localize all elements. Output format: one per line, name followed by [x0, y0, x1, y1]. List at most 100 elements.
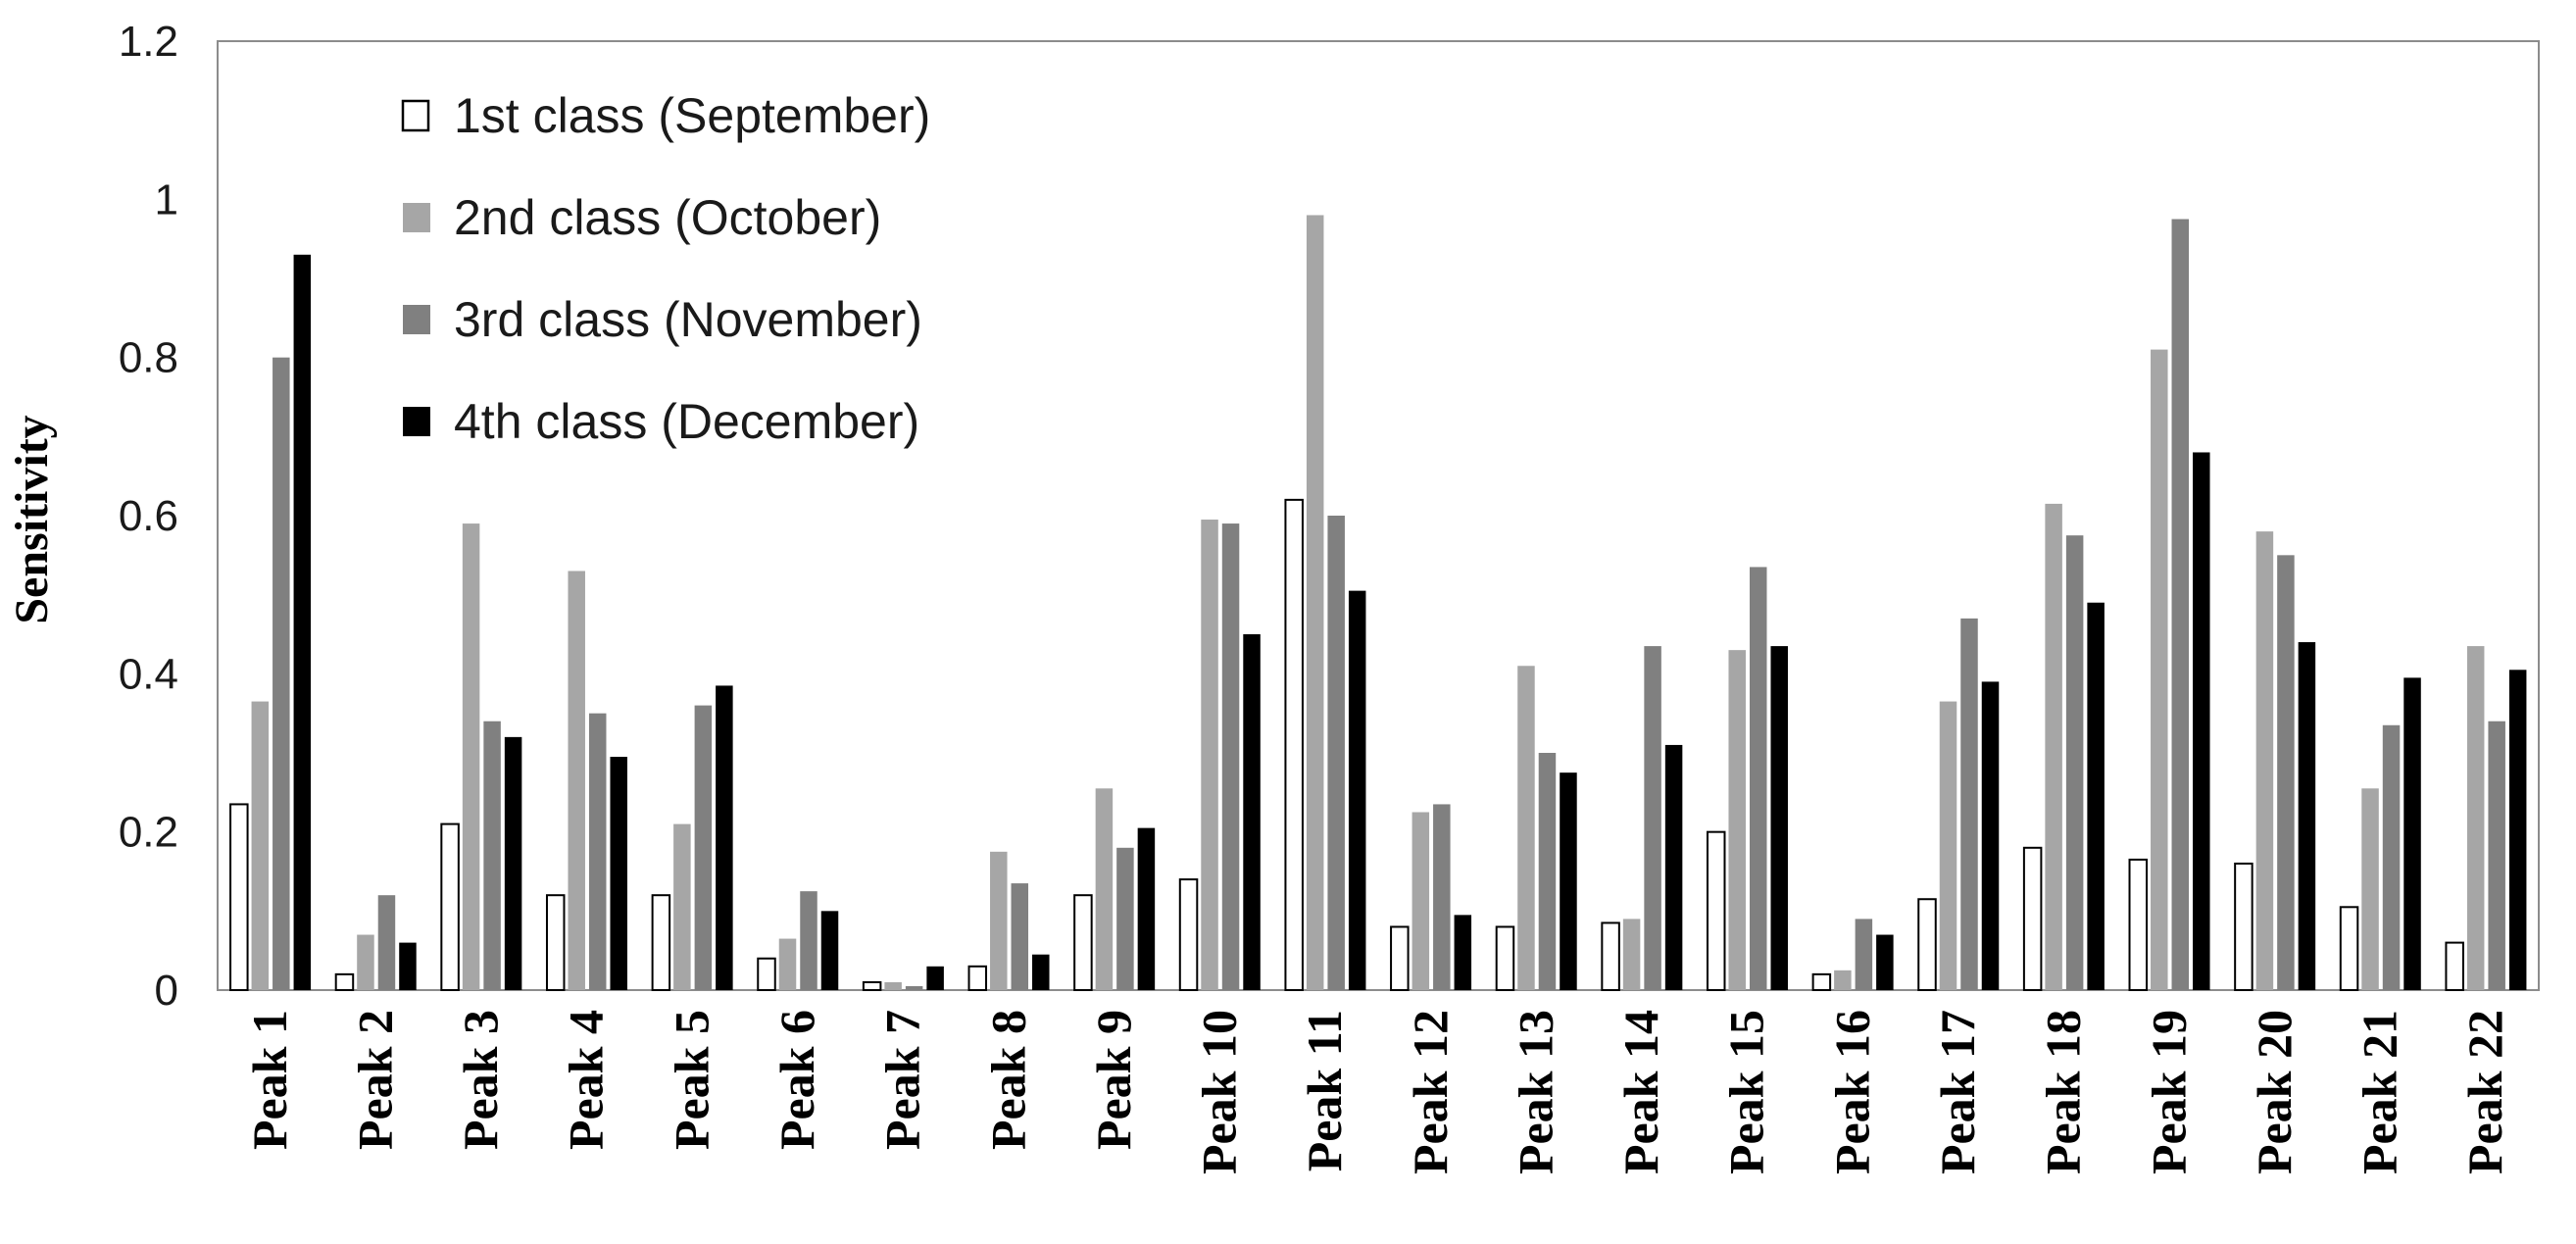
bar-series-4-peak-7 — [926, 966, 944, 990]
x-tick-label: Peak 12 — [1403, 1010, 1458, 1174]
bar-series-2-peak-22 — [2466, 646, 2485, 990]
y-tick-label: 0.6 — [119, 492, 178, 540]
plot-border — [217, 40, 2540, 991]
bar-series-4-peak-2 — [399, 942, 417, 990]
y-tick-label: 0.4 — [119, 650, 178, 698]
bar-series-3-peak-3 — [483, 721, 501, 990]
y-tick-label: 0 — [155, 967, 178, 1015]
bar-series-2-peak-1 — [251, 701, 270, 990]
bar-series-2-peak-19 — [2151, 349, 2168, 991]
x-tick-label: Peak 14 — [1613, 1010, 1668, 1174]
x-tick-label: Peak 20 — [2247, 1010, 2302, 1174]
bar-series-3-peak-11 — [1327, 516, 1345, 990]
bar-series-3-peak-10 — [1221, 523, 1240, 990]
bar-series-4-peak-6 — [820, 911, 839, 990]
bar-series-3-peak-7 — [905, 985, 923, 990]
bar-series-3-peak-19 — [2171, 219, 2190, 990]
bar-series-2-peak-18 — [2045, 503, 2062, 990]
bar-series-4-peak-15 — [1770, 646, 1788, 990]
bar-series-2-peak-5 — [673, 823, 691, 990]
bar-series-3-peak-21 — [2382, 724, 2401, 990]
bar-series-4-peak-19 — [2193, 452, 2210, 990]
bar-series-3-peak-15 — [1749, 567, 1767, 990]
bar-series-1-peak-5 — [651, 894, 671, 992]
x-axis-ticks: Peak 1 Peak 2 Peak 3 Peak 4 Peak 5 Peak 6 Peak… — [242, 1010, 2512, 1174]
bar-series-4-peak-21 — [2403, 677, 2421, 990]
legend-swatch-3 — [403, 305, 430, 334]
bar-series-2-peak-12 — [1412, 812, 1430, 990]
bar-series-1-peak-14 — [1601, 921, 1620, 992]
bar-series-1-peak-15 — [1706, 830, 1726, 992]
bar-series-3-peak-1 — [272, 357, 290, 991]
x-tick-label: Peak 16 — [1824, 1010, 1879, 1174]
bar-series-1-peak-11 — [1284, 498, 1304, 991]
legend-label-3: 3rd class (November) — [454, 292, 922, 347]
x-tick-label: Peak 1 — [242, 1010, 297, 1150]
bar-series-4-peak-3 — [504, 736, 522, 990]
bar-series-2-peak-7 — [884, 981, 902, 990]
legend-swatch-1 — [401, 99, 430, 132]
bar-series-4-peak-17 — [1981, 681, 2000, 990]
x-tick-label: Peak 7 — [875, 1010, 930, 1150]
bar-series-3-peak-4 — [588, 713, 607, 990]
x-tick-label: Peak 8 — [980, 1010, 1035, 1150]
bar-series-1-peak-10 — [1178, 878, 1199, 991]
bar-series-4-peak-8 — [1032, 954, 1050, 990]
bar-series-2-peak-16 — [1834, 970, 1852, 990]
bar-series-4-peak-13 — [1560, 772, 1577, 990]
bar-series-3-peak-6 — [800, 891, 817, 990]
bar-series-4-peak-11 — [1348, 590, 1366, 990]
bar-series-1-peak-21 — [2339, 906, 2359, 991]
bar-series-4-peak-14 — [1664, 744, 1683, 990]
x-tick-label: Peak 18 — [2036, 1010, 2091, 1174]
y-tick-label: 0.8 — [119, 334, 178, 382]
bar-series-1-peak-2 — [334, 972, 355, 991]
x-tick-label: Peak 13 — [1508, 1010, 1562, 1174]
bar-series-1-peak-12 — [1390, 925, 1410, 992]
bar-series-2-peak-20 — [2255, 531, 2274, 990]
bar-series-4-peak-12 — [1454, 915, 1472, 990]
x-tick-label: Peak 9 — [1086, 1010, 1141, 1150]
x-tick-label: Peak 5 — [664, 1010, 718, 1150]
bar-series-4-peak-4 — [610, 757, 627, 990]
bar-series-1-peak-6 — [757, 957, 776, 992]
bar-series-2-peak-14 — [1622, 919, 1641, 990]
bar-series-1-peak-16 — [1811, 972, 1832, 991]
bar-series-1-peak-7 — [862, 980, 882, 992]
legend-label-1: 1st class (September) — [454, 88, 930, 143]
bar-series-2-peak-6 — [778, 938, 797, 990]
bar-series-1-peak-3 — [440, 822, 460, 991]
legend-swatch-4 — [403, 407, 430, 436]
x-tick-label: Peak 22 — [2457, 1010, 2512, 1174]
bar-series-2-peak-4 — [568, 571, 585, 990]
x-tick-label: Peak 3 — [453, 1010, 508, 1150]
bar-series-4-peak-1 — [293, 254, 312, 990]
bar-series-2-peak-11 — [1306, 215, 1324, 990]
bar-series-2-peak-10 — [1201, 520, 1218, 990]
bar-series-3-peak-20 — [2277, 555, 2295, 990]
bar-series-4-peak-5 — [716, 685, 733, 990]
x-tick-label: Peak 17 — [1930, 1010, 1985, 1174]
bar-series-2-peak-9 — [1095, 788, 1114, 990]
bar-series-3-peak-17 — [1960, 618, 1978, 990]
bar-series-3-peak-13 — [1538, 753, 1557, 990]
bar-series-3-peak-22 — [2488, 721, 2505, 990]
y-tick-label: 0.2 — [119, 809, 178, 857]
bar-series-4-peak-20 — [2298, 642, 2316, 990]
legend-label-2: 2nd class (October) — [454, 190, 881, 245]
bar-series-3-peak-8 — [1011, 883, 1029, 990]
bar-series-1-peak-19 — [2128, 858, 2149, 992]
bar-series-1-peak-13 — [1495, 925, 1515, 992]
x-tick-label: Peak 4 — [559, 1010, 614, 1150]
bar-series-4-peak-9 — [1137, 827, 1156, 990]
bar-series-1-peak-8 — [967, 965, 988, 991]
bar-series-2-peak-8 — [990, 851, 1008, 990]
bar-series-2-peak-13 — [1517, 666, 1535, 990]
bar-series-3-peak-14 — [1644, 646, 1661, 990]
y-tick-label: 1.2 — [119, 18, 178, 66]
bar-series-3-peak-18 — [2065, 535, 2084, 990]
x-tick-label: Peak 21 — [2353, 1010, 2407, 1174]
bars — [229, 215, 2527, 992]
legend: 1st class (September) 2nd class (October)… — [401, 88, 930, 449]
